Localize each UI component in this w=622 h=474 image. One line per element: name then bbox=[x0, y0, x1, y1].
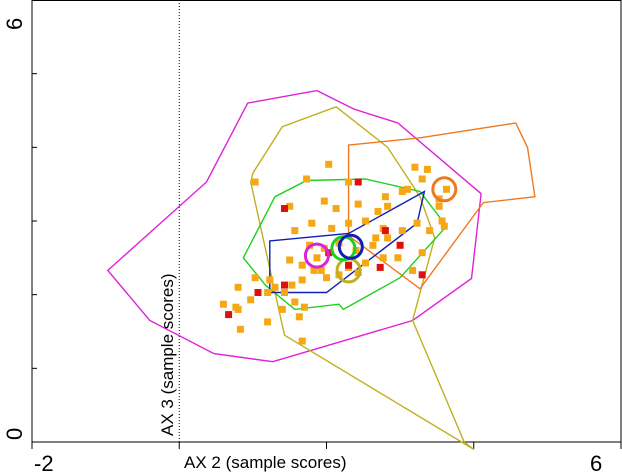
sample-point-0-67 bbox=[372, 234, 380, 242]
sample-point-0-49 bbox=[251, 274, 259, 282]
sample-point-0-34 bbox=[418, 249, 426, 257]
sample-point-0-12 bbox=[423, 165, 431, 173]
y-axis-label: AX 3 (sample scores) bbox=[158, 274, 177, 437]
sample-point-0-14 bbox=[435, 202, 443, 210]
sample-point-0-66 bbox=[354, 269, 362, 277]
sample-point-0-22 bbox=[308, 219, 316, 227]
sample-point-0-62 bbox=[234, 305, 242, 313]
sample-point-0-30 bbox=[398, 227, 406, 235]
sample-point-0-38 bbox=[362, 259, 369, 267]
x-tick-label-min: -2 bbox=[34, 451, 54, 474]
group-centroid-4 bbox=[431, 176, 458, 203]
group-centroid-3 bbox=[337, 233, 364, 260]
sample-point-0-8 bbox=[381, 193, 389, 201]
sample-point-0-31 bbox=[413, 219, 421, 227]
group-hull-0 bbox=[106, 89, 482, 363]
sample-point-0-23 bbox=[291, 227, 299, 235]
sample-point-0-47 bbox=[264, 289, 272, 296]
sample-point-0-41 bbox=[323, 274, 330, 282]
group-centroid-0 bbox=[303, 242, 330, 269]
sample-point-0-2 bbox=[325, 160, 333, 168]
axis-ticks bbox=[31, 0, 622, 449]
sample-point-0-32 bbox=[426, 227, 434, 235]
sample-point-1-5 bbox=[376, 263, 384, 271]
sample-point-0-53 bbox=[286, 256, 294, 264]
sample-point-1-4 bbox=[396, 241, 404, 249]
sample-point-0-21 bbox=[328, 224, 336, 232]
sample-point-0-54 bbox=[298, 261, 306, 269]
y-tick-label-min: 0 bbox=[2, 428, 27, 440]
sample-point-0-56 bbox=[317, 266, 325, 274]
sample-point-0-6 bbox=[332, 205, 340, 212]
sample-point-1-7 bbox=[345, 261, 353, 269]
sample-point-0-43 bbox=[298, 276, 306, 284]
sample-point-0-15 bbox=[438, 217, 446, 225]
sample-point-0-58 bbox=[300, 303, 308, 311]
sample-point-1-1 bbox=[354, 178, 362, 186]
sample-point-0-33 bbox=[440, 222, 448, 230]
sample-point-0-7 bbox=[354, 200, 362, 208]
sample-point-0-65 bbox=[298, 337, 306, 345]
sample-points bbox=[219, 160, 450, 345]
sample-point-0-4 bbox=[320, 197, 328, 205]
sample-point-0-45 bbox=[281, 289, 288, 296]
group-hull-2 bbox=[347, 122, 536, 290]
sample-point-0-1 bbox=[303, 175, 311, 183]
sample-point-0-60 bbox=[295, 313, 303, 321]
sample-point-0-3 bbox=[345, 178, 353, 186]
sample-point-0-28 bbox=[369, 241, 377, 249]
sample-point-0-57 bbox=[291, 298, 299, 306]
group-centroids bbox=[303, 176, 458, 284]
sample-point-1-3 bbox=[381, 227, 389, 235]
sample-point-0-13 bbox=[443, 185, 450, 193]
sample-point-1-8 bbox=[281, 281, 288, 289]
x-axis-label: AX 2 (sample scores) bbox=[184, 453, 347, 472]
sample-point-0-55 bbox=[313, 254, 321, 262]
sample-point-0-36 bbox=[394, 254, 402, 262]
sample-point-1-10 bbox=[225, 311, 233, 319]
plot-frame-group bbox=[31, 0, 622, 443]
sample-point-0-20 bbox=[345, 219, 353, 227]
sample-point-0-61 bbox=[264, 318, 272, 326]
sample-point-0-50 bbox=[234, 283, 242, 291]
sample-point-1-6 bbox=[418, 271, 426, 279]
sample-point-0-29 bbox=[384, 234, 392, 242]
y-tick-label-max: 6 bbox=[2, 18, 27, 30]
sample-point-0-42 bbox=[310, 266, 318, 274]
sample-point-0-64 bbox=[236, 325, 244, 333]
sample-point-1-9 bbox=[254, 289, 262, 296]
sample-point-0-18 bbox=[374, 207, 382, 215]
sample-point-0-0 bbox=[251, 178, 259, 186]
sample-point-0-9 bbox=[404, 185, 411, 193]
sample-point-0-10 bbox=[418, 175, 426, 183]
sample-point-0-52 bbox=[247, 296, 255, 304]
sample-point-0-37 bbox=[379, 254, 387, 262]
sample-point-0-63 bbox=[219, 300, 227, 308]
sample-point-0-19 bbox=[362, 217, 369, 225]
sample-point-0-59 bbox=[278, 305, 286, 313]
sample-point-0-44 bbox=[288, 281, 296, 289]
sample-point-1-0 bbox=[281, 205, 288, 212]
x-tick-label-max: 6 bbox=[590, 451, 602, 474]
sample-point-0-17 bbox=[384, 202, 392, 210]
sample-point-0-46 bbox=[271, 283, 279, 291]
sample-point-0-16 bbox=[398, 188, 406, 195]
sample-point-0-11 bbox=[411, 163, 419, 171]
sample-point-0-48 bbox=[266, 276, 274, 284]
sample-point-0-35 bbox=[409, 266, 417, 274]
sample-point-0-5 bbox=[286, 202, 294, 210]
